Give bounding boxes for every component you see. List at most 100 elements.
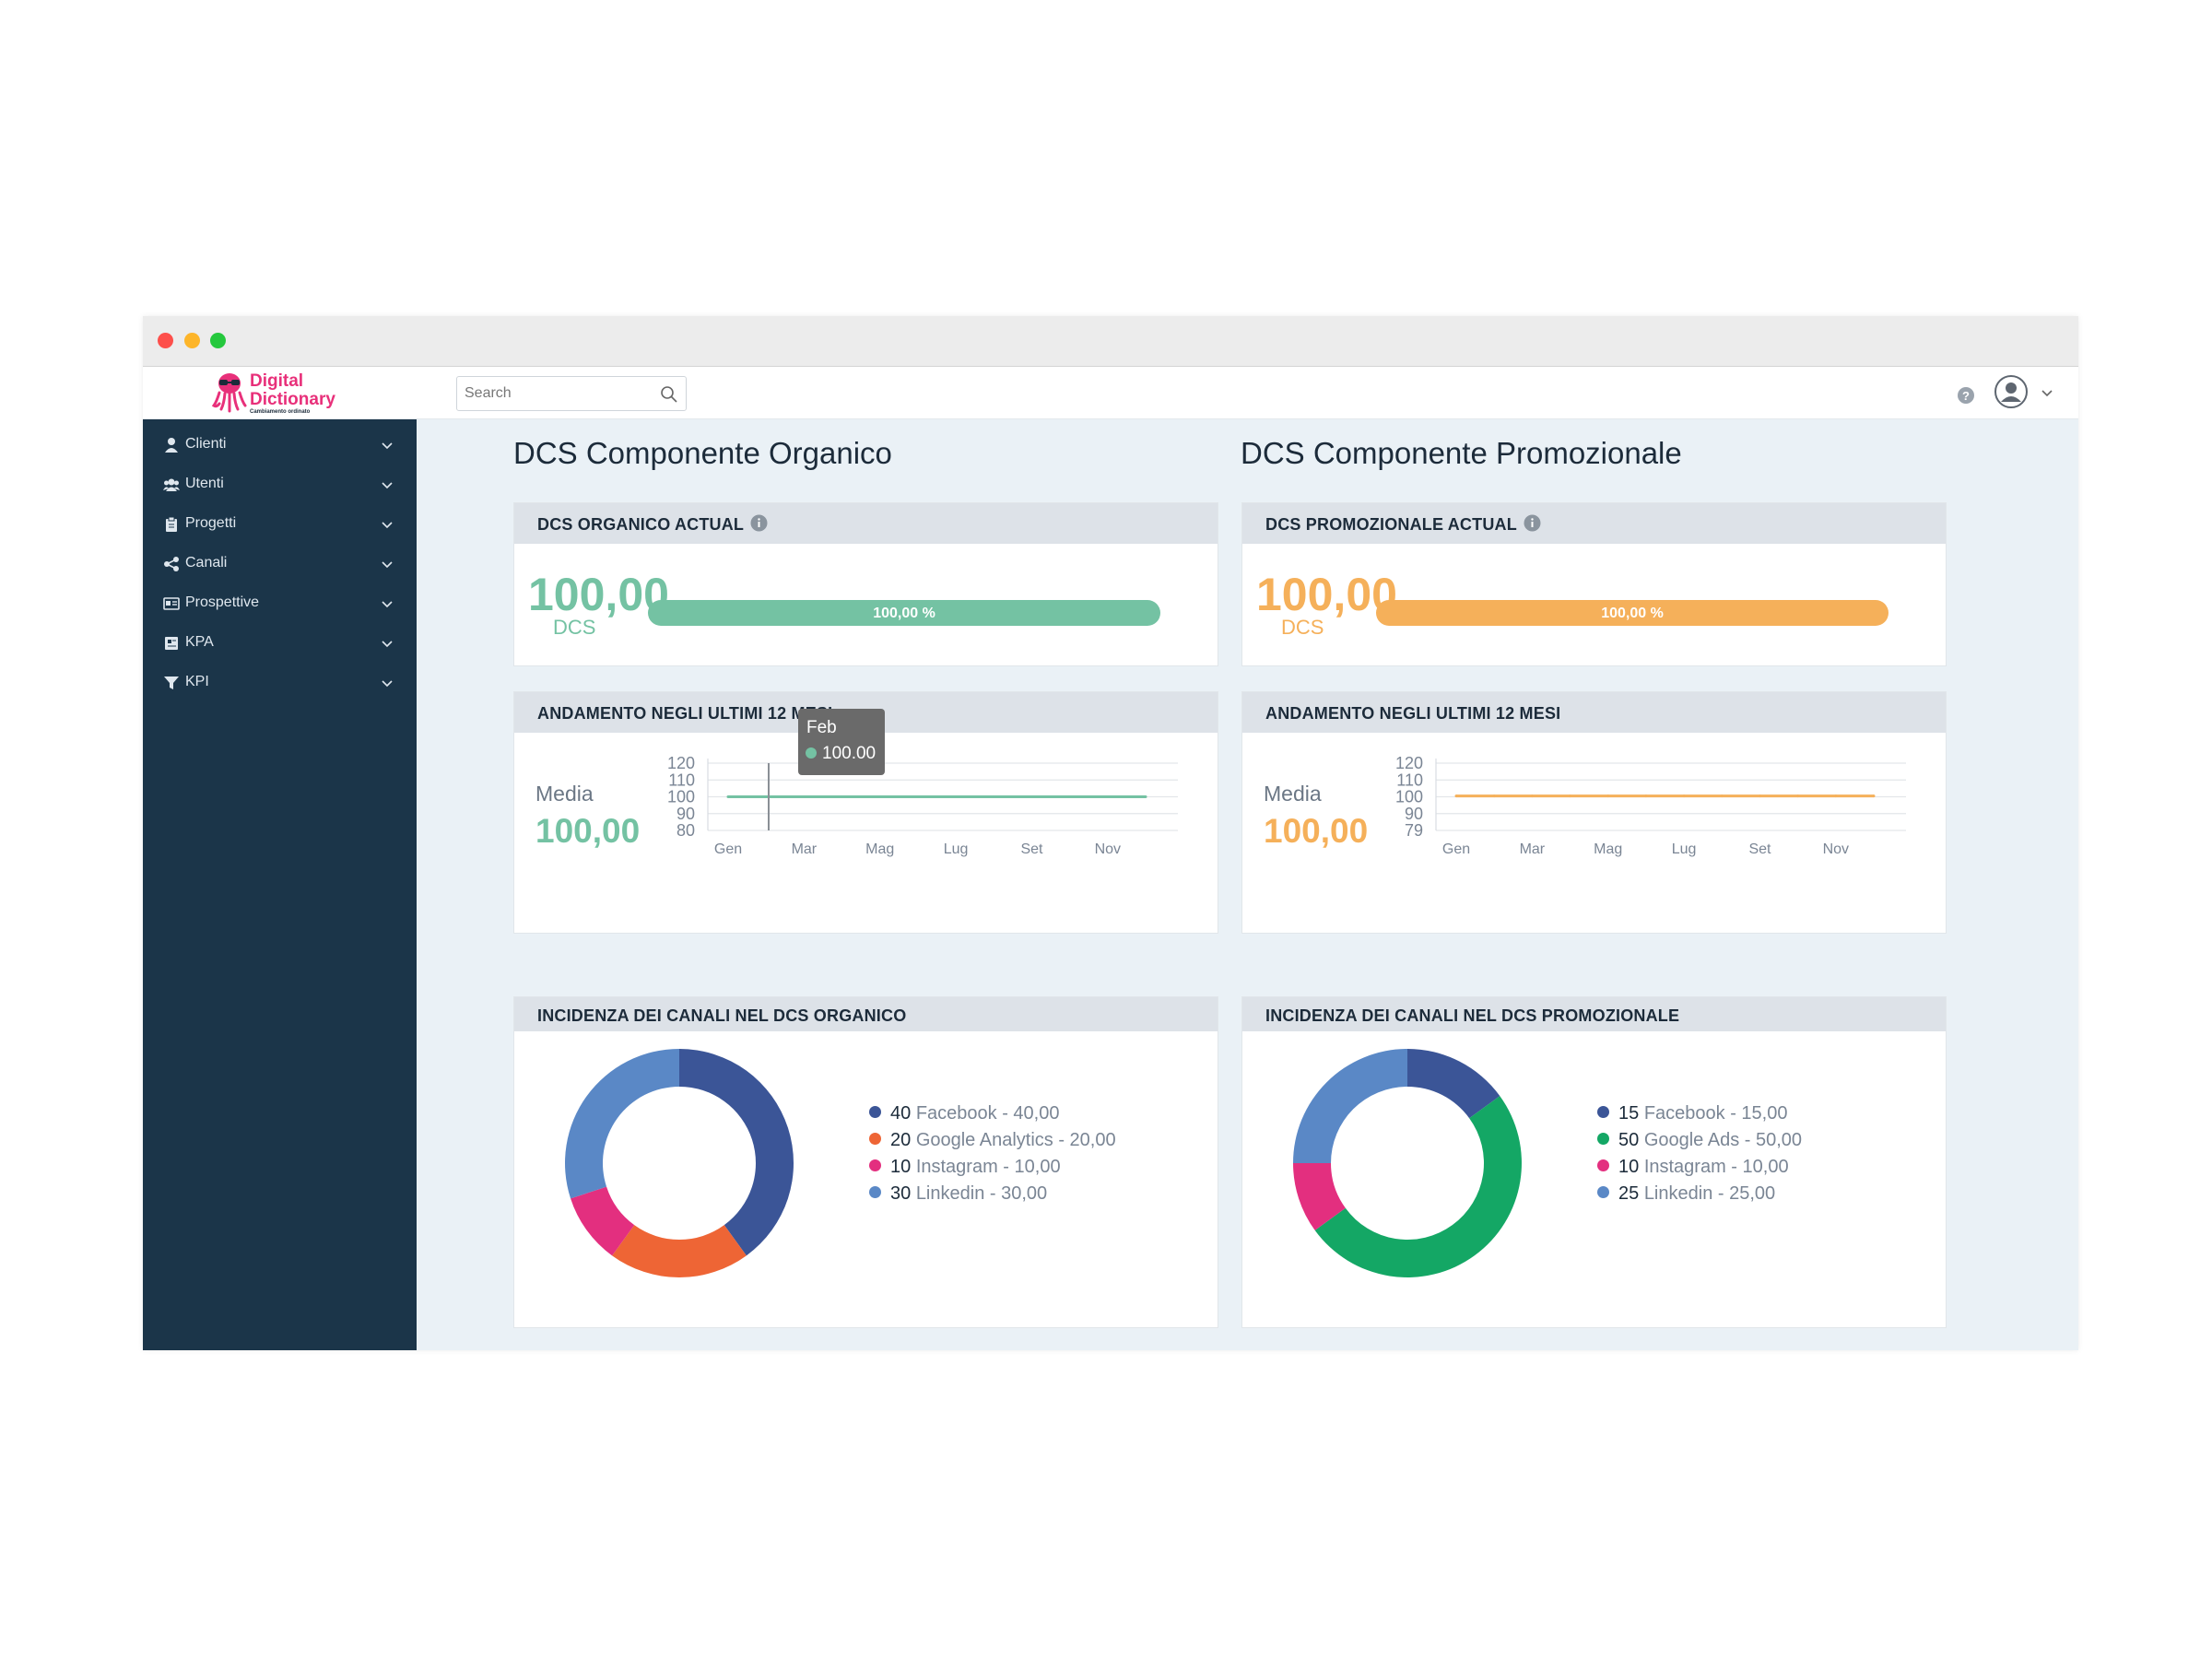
chevron-down-icon[interactable] — [380, 637, 394, 652]
sidebar-item-utenti[interactable]: Utenti — [143, 466, 417, 505]
promozionale-legend-item[interactable]: 10 Instagram - 10,00 — [1597, 1157, 1802, 1183]
sidebar-item-kpa[interactable]: KPA — [143, 625, 417, 664]
organico-trend-card: ANDAMENTO NEGLI ULTIMI 12 MESI Media 100… — [513, 691, 1218, 934]
tooltip-dot — [806, 747, 817, 759]
organico-xtick-label: Mar — [792, 841, 818, 857]
maximize-window-button[interactable] — [210, 333, 226, 348]
help-icon[interactable]: ? — [1957, 386, 1975, 405]
sidebar-item-canali[interactable]: Canali — [143, 546, 417, 584]
chevron-down-icon[interactable] — [380, 439, 394, 453]
organico-data-point[interactable] — [992, 795, 995, 798]
sidebar-item-prospettive[interactable]: Prospettive — [143, 585, 417, 624]
organico-progress-fill — [648, 600, 1160, 626]
organico-ytick-label: 100 — [667, 788, 695, 806]
organico-data-point[interactable] — [841, 795, 844, 798]
promozionale-data-point[interactable] — [1682, 794, 1686, 798]
organico-media-value: 100,00 — [535, 812, 641, 850]
tooltip-value: 100.00 — [822, 744, 876, 763]
sidebar-item-clienti[interactable]: Clienti — [143, 427, 417, 465]
promozionale-ytick-label: 110 — [1396, 771, 1423, 789]
promozionale-data-point[interactable] — [1758, 794, 1761, 798]
promozionale-legend-item[interactable]: 25 Linkedin - 25,00 — [1597, 1183, 1802, 1210]
promozionale-data-point[interactable] — [1492, 794, 1496, 798]
promozionale-ytick-label: 100 — [1395, 788, 1423, 806]
minimize-window-button[interactable] — [184, 333, 200, 348]
promozionale-actual-value: 100,00 — [1256, 569, 1397, 620]
organico-data-point[interactable] — [1068, 795, 1072, 798]
organico-data-point[interactable] — [1030, 795, 1033, 798]
promozionale-progress-fill — [1376, 600, 1888, 626]
info-icon[interactable] — [750, 514, 768, 532]
organico-legend-item[interactable]: 10 Instagram - 10,00 — [869, 1157, 1116, 1183]
promozionale-slice-facebook[interactable] — [1407, 1049, 1500, 1119]
chevron-down-icon[interactable] — [2040, 385, 2054, 400]
organico-slice-google-analytics[interactable] — [612, 1225, 747, 1277]
card-icon — [163, 597, 180, 610]
chevron-down-icon[interactable] — [380, 558, 394, 572]
legend-swatch — [869, 1159, 881, 1171]
legend-value: 10 — [1618, 1157, 1640, 1177]
organico-xtick-label: Lug — [944, 841, 969, 857]
organico-legend-item[interactable]: 20 Google Analytics - 20,00 — [869, 1130, 1116, 1157]
promozionale-slice-google-ads[interactable] — [1314, 1096, 1522, 1277]
promozionale-data-point[interactable] — [1720, 794, 1724, 798]
promozionale-trend-header: ANDAMENTO NEGLI ULTIMI 12 MESI — [1265, 704, 1561, 723]
promozionale-xtick-label: Nov — [1823, 841, 1849, 857]
promozionale-data-point[interactable] — [1644, 794, 1648, 798]
sidebar-item-label: Clienti — [185, 436, 227, 452]
chevron-down-icon[interactable] — [380, 478, 394, 493]
app-logo[interactable]: Digital Dictionary Cambiamento ordinato — [211, 371, 359, 417]
promozionale-data-point[interactable] — [1606, 794, 1610, 798]
organico-data-point[interactable] — [726, 795, 730, 798]
promozionale-progress-label: 100,00 % — [1601, 606, 1664, 621]
legend-swatch — [1597, 1133, 1609, 1145]
info-icon[interactable] — [1524, 514, 1541, 532]
legend-value: 15 — [1618, 1103, 1640, 1124]
organico-ytick-label: 120 — [667, 754, 695, 772]
promozionale-donut-chart[interactable] — [1242, 997, 1556, 1329]
promozionale-data-point[interactable] — [1872, 794, 1876, 798]
sidebar-item-progetti[interactable]: Progetti — [143, 506, 417, 545]
promozionale-legend-item[interactable]: 15 Facebook - 15,00 — [1597, 1103, 1802, 1130]
promozionale-data-point[interactable] — [1834, 794, 1838, 798]
promozionale-section-title: DCS Componente Promozionale — [1241, 436, 1682, 470]
organico-legend-item[interactable]: 30 Linkedin - 30,00 — [869, 1183, 1116, 1210]
promozionale-slice-linkedin[interactable] — [1293, 1049, 1407, 1163]
promozionale-data-point[interactable] — [1796, 794, 1800, 798]
organico-data-point[interactable] — [954, 795, 958, 798]
organico-data-point[interactable] — [1144, 795, 1147, 798]
promozionale-data-point[interactable] — [1454, 794, 1458, 798]
organico-legend-item[interactable]: 40 Facebook - 40,00 — [869, 1103, 1116, 1130]
organico-data-point[interactable] — [916, 795, 920, 798]
chevron-down-icon[interactable] — [380, 597, 394, 612]
legend-value: 10 — [890, 1157, 912, 1177]
organico-donut-chart[interactable] — [514, 997, 828, 1329]
kpa-icon — [165, 637, 178, 650]
organico-xtick-label: Mag — [865, 841, 894, 857]
close-window-button[interactable] — [158, 333, 173, 348]
sidebar-item-kpi[interactable]: KPI — [143, 665, 417, 703]
search-input[interactable] — [465, 384, 649, 403]
organico-data-point[interactable] — [878, 795, 882, 798]
organico-data-point[interactable] — [764, 795, 768, 798]
promozionale-actual-header: DCS PROMOZIONALE ACTUAL — [1265, 515, 1517, 534]
organico-data-point[interactable] — [802, 795, 806, 798]
chevron-down-icon[interactable] — [380, 677, 394, 691]
user-icon — [165, 438, 178, 453]
promozionale-legend-item[interactable]: 50 Google Ads - 50,00 — [1597, 1130, 1802, 1157]
chevron-down-icon[interactable] — [380, 518, 394, 533]
search-icon[interactable] — [660, 385, 678, 404]
legend-swatch — [1597, 1106, 1609, 1118]
organico-section-title: DCS Componente Organico — [513, 436, 892, 470]
organico-slice-facebook[interactable] — [679, 1049, 794, 1256]
organico-slice-linkedin[interactable] — [565, 1049, 679, 1199]
organico-data-point[interactable] — [1106, 795, 1110, 798]
organico-slice-instagram[interactable] — [571, 1186, 635, 1256]
promozionale-data-point[interactable] — [1569, 794, 1572, 798]
promozionale-data-point[interactable] — [1530, 794, 1534, 798]
promozionale-xtick-label: Mag — [1594, 841, 1622, 857]
promozionale-slice-instagram[interactable] — [1293, 1163, 1346, 1230]
user-avatar-icon[interactable] — [1994, 374, 2029, 409]
